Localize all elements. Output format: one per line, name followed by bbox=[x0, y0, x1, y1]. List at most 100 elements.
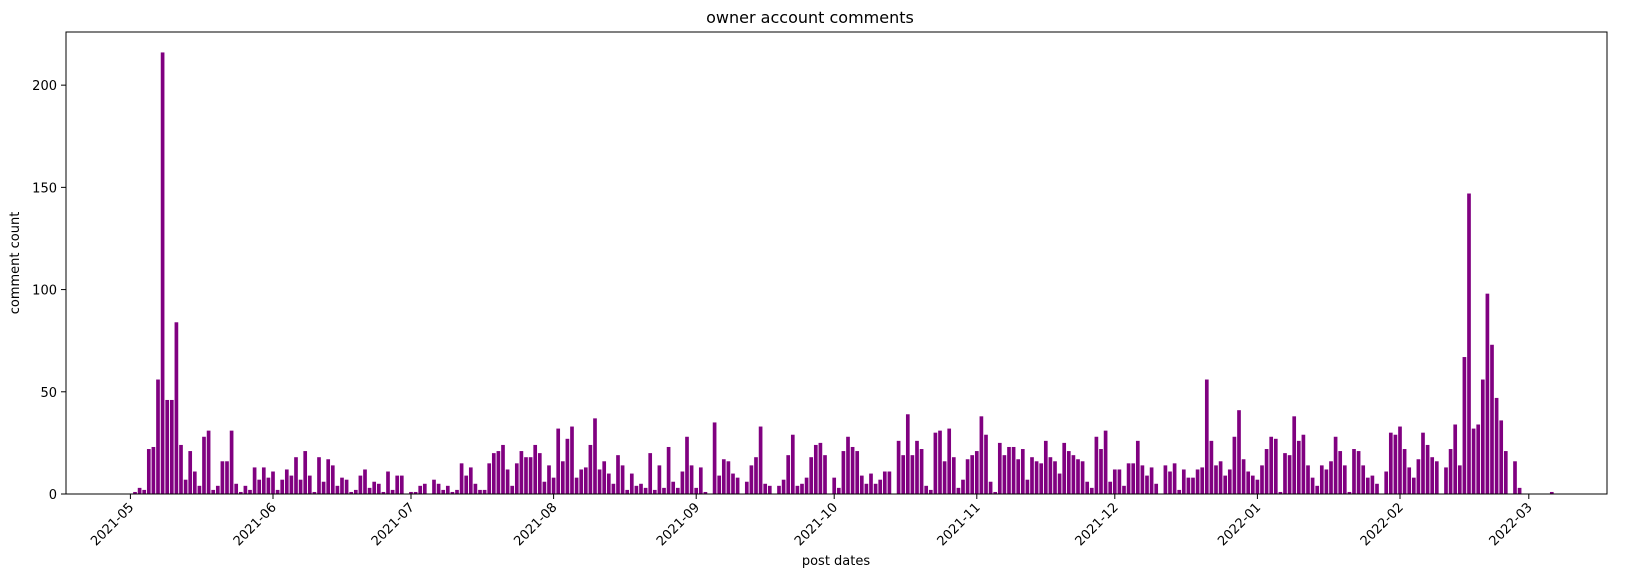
bar bbox=[648, 453, 653, 494]
bar bbox=[1269, 436, 1274, 494]
bar bbox=[197, 485, 202, 494]
bar bbox=[390, 489, 395, 494]
bar bbox=[593, 418, 597, 494]
bar bbox=[1278, 491, 1283, 494]
bar bbox=[869, 473, 873, 494]
bar bbox=[1494, 397, 1499, 494]
bar bbox=[570, 426, 574, 494]
bar bbox=[496, 451, 501, 494]
bar bbox=[326, 459, 331, 494]
bar bbox=[809, 457, 814, 494]
bar bbox=[1140, 465, 1145, 494]
bar bbox=[1416, 459, 1421, 494]
bar bbox=[974, 451, 979, 494]
bar bbox=[478, 489, 482, 494]
x-tick-label: 2021-10 bbox=[792, 500, 841, 549]
x-tick-label: 2021-05 bbox=[88, 500, 137, 549]
bar bbox=[174, 322, 179, 494]
bar bbox=[1324, 469, 1329, 494]
bar bbox=[846, 436, 850, 494]
bar bbox=[662, 487, 666, 494]
bar bbox=[519, 451, 524, 494]
bar bbox=[1094, 436, 1099, 494]
bar bbox=[666, 446, 671, 494]
bar bbox=[1246, 471, 1251, 494]
bar bbox=[1319, 465, 1324, 494]
bar bbox=[616, 455, 620, 494]
bar bbox=[694, 487, 699, 494]
bar bbox=[1471, 428, 1476, 494]
bar bbox=[1255, 479, 1260, 494]
bar bbox=[712, 422, 717, 494]
y-tick-label: 50 bbox=[40, 386, 57, 401]
bar bbox=[896, 440, 901, 494]
bar bbox=[349, 491, 354, 494]
bar bbox=[422, 483, 427, 494]
bar bbox=[1062, 442, 1067, 494]
bar bbox=[882, 471, 887, 494]
bar bbox=[165, 399, 170, 494]
bar bbox=[1043, 440, 1048, 494]
bar bbox=[1499, 420, 1504, 494]
bar bbox=[786, 455, 791, 494]
bar bbox=[547, 465, 551, 494]
bar bbox=[542, 481, 547, 494]
bar bbox=[1168, 471, 1172, 494]
bar bbox=[1260, 465, 1264, 494]
bar bbox=[261, 467, 266, 494]
bar bbox=[781, 479, 786, 494]
plot-frame bbox=[65, 31, 1608, 495]
bar bbox=[721, 459, 726, 494]
bar bbox=[514, 463, 519, 494]
bar bbox=[330, 465, 335, 494]
bar bbox=[579, 469, 584, 494]
bar bbox=[409, 491, 413, 494]
bar bbox=[1181, 469, 1186, 494]
bar bbox=[372, 481, 377, 494]
bar bbox=[202, 436, 206, 494]
bar bbox=[363, 469, 367, 494]
bar bbox=[284, 469, 289, 494]
bar bbox=[859, 475, 864, 494]
bar bbox=[395, 475, 400, 494]
bar bbox=[1053, 461, 1057, 494]
bar bbox=[1071, 455, 1076, 494]
bar bbox=[855, 451, 860, 494]
bar bbox=[169, 399, 174, 494]
bar bbox=[689, 465, 694, 494]
bar bbox=[993, 491, 998, 494]
bar bbox=[464, 475, 469, 494]
bar bbox=[1296, 440, 1301, 494]
bar bbox=[436, 483, 441, 494]
bar bbox=[183, 479, 188, 494]
bar bbox=[1076, 459, 1080, 494]
bar bbox=[307, 475, 312, 494]
x-tick-label: 2021-11 bbox=[935, 500, 984, 549]
bar bbox=[965, 459, 970, 494]
bar bbox=[924, 485, 929, 494]
bar bbox=[280, 479, 285, 494]
bar bbox=[1057, 473, 1062, 494]
y-tick-label: 100 bbox=[32, 284, 57, 299]
x-tick-label: 2022-02 bbox=[1358, 500, 1407, 549]
bar bbox=[583, 467, 588, 494]
bar bbox=[1089, 487, 1094, 494]
bar bbox=[611, 483, 616, 494]
bar bbox=[243, 485, 248, 494]
bar bbox=[510, 485, 515, 494]
bar bbox=[1016, 459, 1021, 494]
bar bbox=[933, 432, 938, 494]
bar bbox=[698, 467, 703, 494]
bar bbox=[1411, 477, 1416, 494]
bar bbox=[1480, 379, 1485, 494]
y-tick-label: 0 bbox=[49, 488, 57, 503]
bar bbox=[942, 461, 947, 494]
bar bbox=[588, 444, 593, 494]
bar bbox=[1310, 477, 1315, 494]
bar bbox=[455, 489, 459, 494]
bar bbox=[979, 416, 984, 494]
bar bbox=[151, 446, 156, 494]
bar bbox=[266, 477, 271, 494]
bar bbox=[211, 489, 216, 494]
bar bbox=[915, 440, 919, 494]
